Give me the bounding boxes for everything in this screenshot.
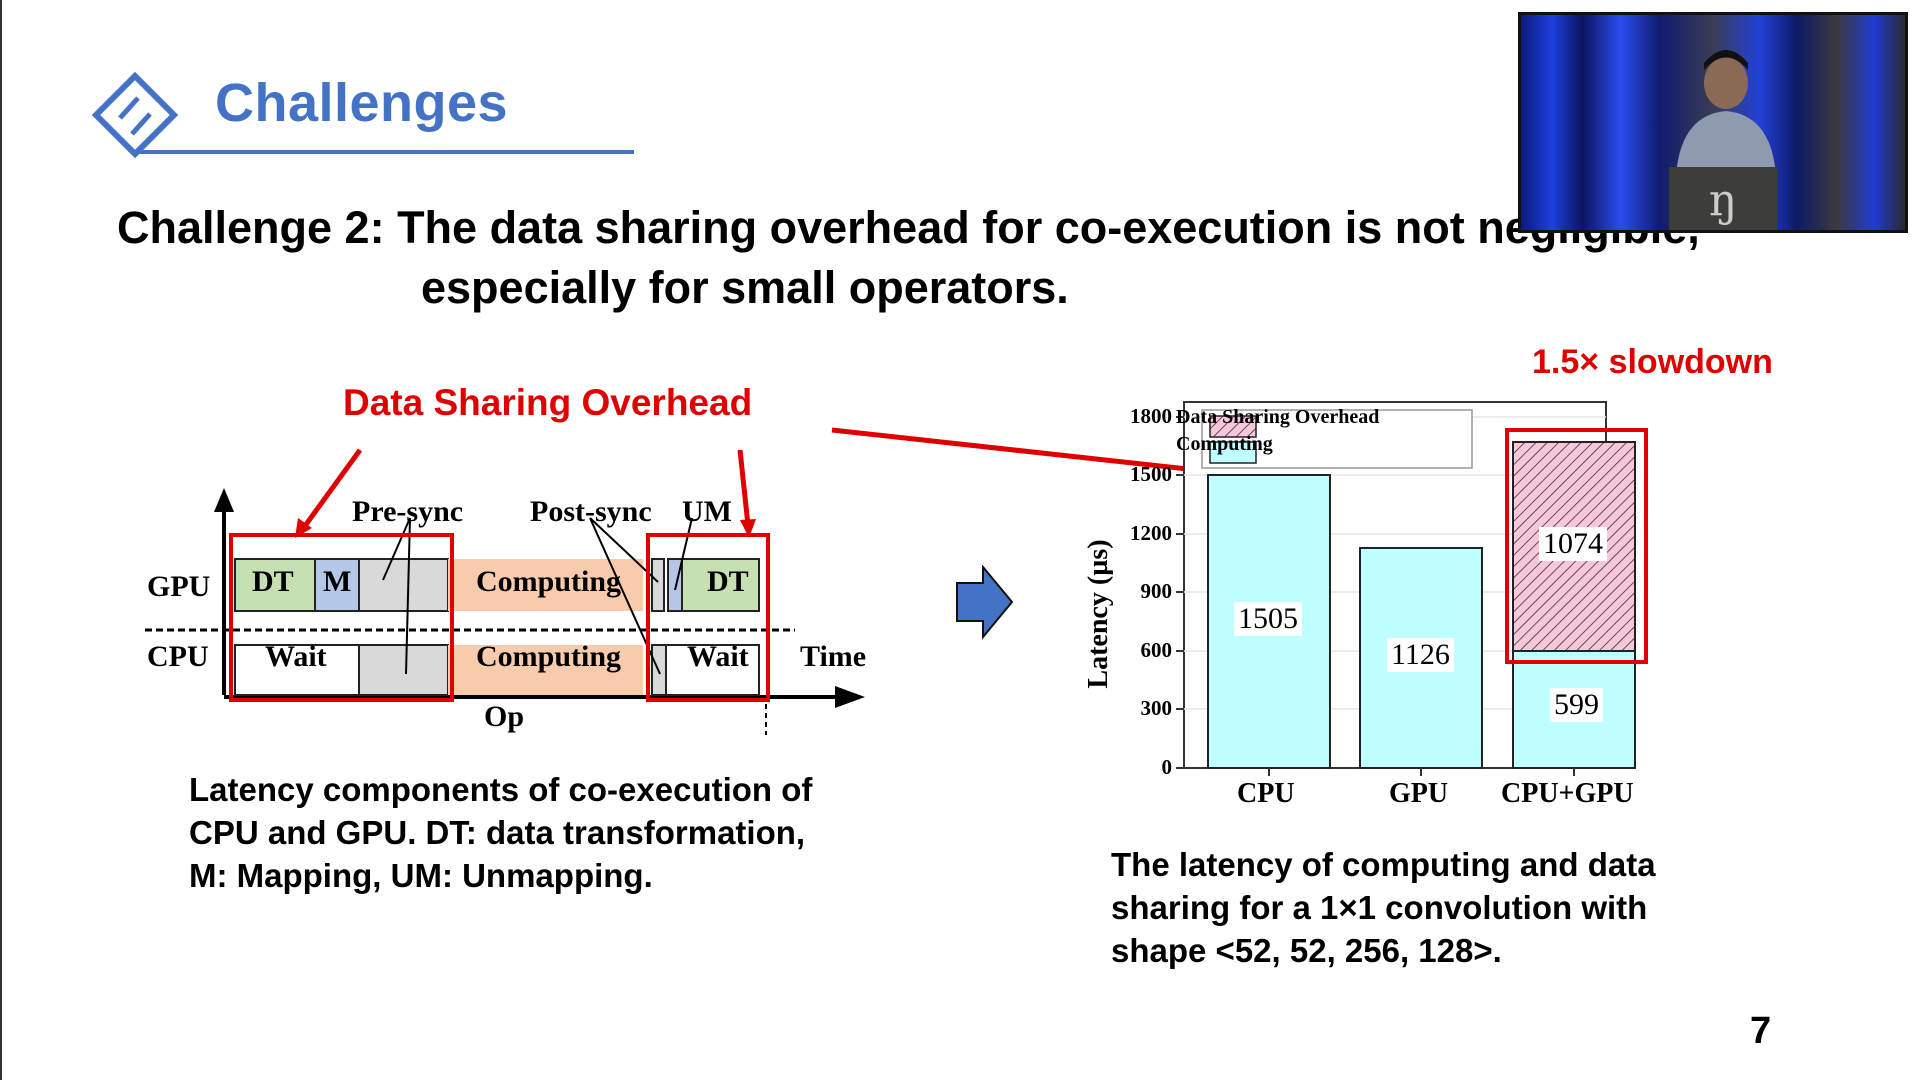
cpu-row-label: CPU — [147, 640, 209, 673]
gpu-dt-block: DT — [252, 565, 294, 598]
y-tick-900: 900 — [1140, 579, 1173, 603]
legend-computing-label: Computing — [1176, 433, 1273, 455]
cpu-wait-block: Wait — [265, 640, 327, 673]
headline-line-2: especially for small operators. — [421, 262, 1069, 313]
y-tick-0: 0 — [1161, 755, 1173, 779]
headline-line-1: Challenge 2: The data sharing overhead f… — [117, 202, 1700, 253]
svg-text:ŋ: ŋ — [1709, 175, 1737, 226]
slowdown-annotation: 1.5× slowdown — [1532, 343, 1773, 381]
bar-label-cpu-gpu-computing: 599 — [1550, 688, 1603, 722]
bar-label-cpu: 1505 — [1234, 602, 1302, 636]
y-axis-label: Latency (µs) — [1083, 539, 1114, 689]
gpu-dt-end-block: DT — [707, 565, 749, 598]
post-sync-label: Post-sync — [530, 495, 652, 528]
y-tick-600: 600 — [1140, 638, 1173, 662]
x-tick-cpu: CPU — [1237, 778, 1295, 809]
x-tick-gpu: GPU — [1389, 778, 1449, 809]
cpu-computing-block: Computing — [476, 640, 622, 673]
title-underline — [132, 150, 634, 154]
y-tick-300: 300 — [1140, 696, 1173, 720]
gpu-row-label: GPU — [147, 570, 211, 603]
pre-sync-label: Pre-sync — [352, 495, 464, 528]
speaker-video-frame: ŋ — [1521, 15, 1905, 230]
slide-left-border — [0, 0, 2, 1080]
right-figure-caption: The latency of computing and data sharin… — [1111, 846, 1656, 969]
op-label: Op — [484, 700, 525, 733]
y-tick-1200: 1200 — [1130, 521, 1172, 545]
right-arrow-icon — [956, 565, 1014, 640]
time-axis-label: Time — [800, 640, 867, 673]
page-number: 7 — [1750, 1010, 1772, 1052]
gpu-computing-block: Computing — [476, 565, 622, 598]
legend-overhead-label: Data Sharing Overhead — [1176, 406, 1380, 428]
x-tick-cpu-gpu: CPU+GPU — [1501, 778, 1634, 809]
um-label: UM — [682, 495, 732, 528]
data-sharing-overhead-annotation: Data Sharing Overhead — [343, 382, 753, 423]
diamond-logo-icon — [91, 71, 179, 159]
bar-label-gpu: 1126 — [1387, 638, 1454, 672]
y-tick-1800: 1800 — [1130, 404, 1172, 428]
gpu-mapping-block: M — [323, 565, 352, 598]
bar-label-cpu-gpu-overhead: 1074 — [1539, 527, 1607, 561]
speaker-video[interactable]: ŋ — [1518, 12, 1908, 233]
slide-title: Challenges — [215, 73, 509, 133]
y-tick-1500: 1500 — [1130, 462, 1172, 486]
cpu-wait-end-block: Wait — [687, 640, 749, 673]
left-figure-caption: Latency components of co-execution of CP… — [189, 771, 813, 894]
co-execution-timeline-diagram — [145, 448, 865, 735]
